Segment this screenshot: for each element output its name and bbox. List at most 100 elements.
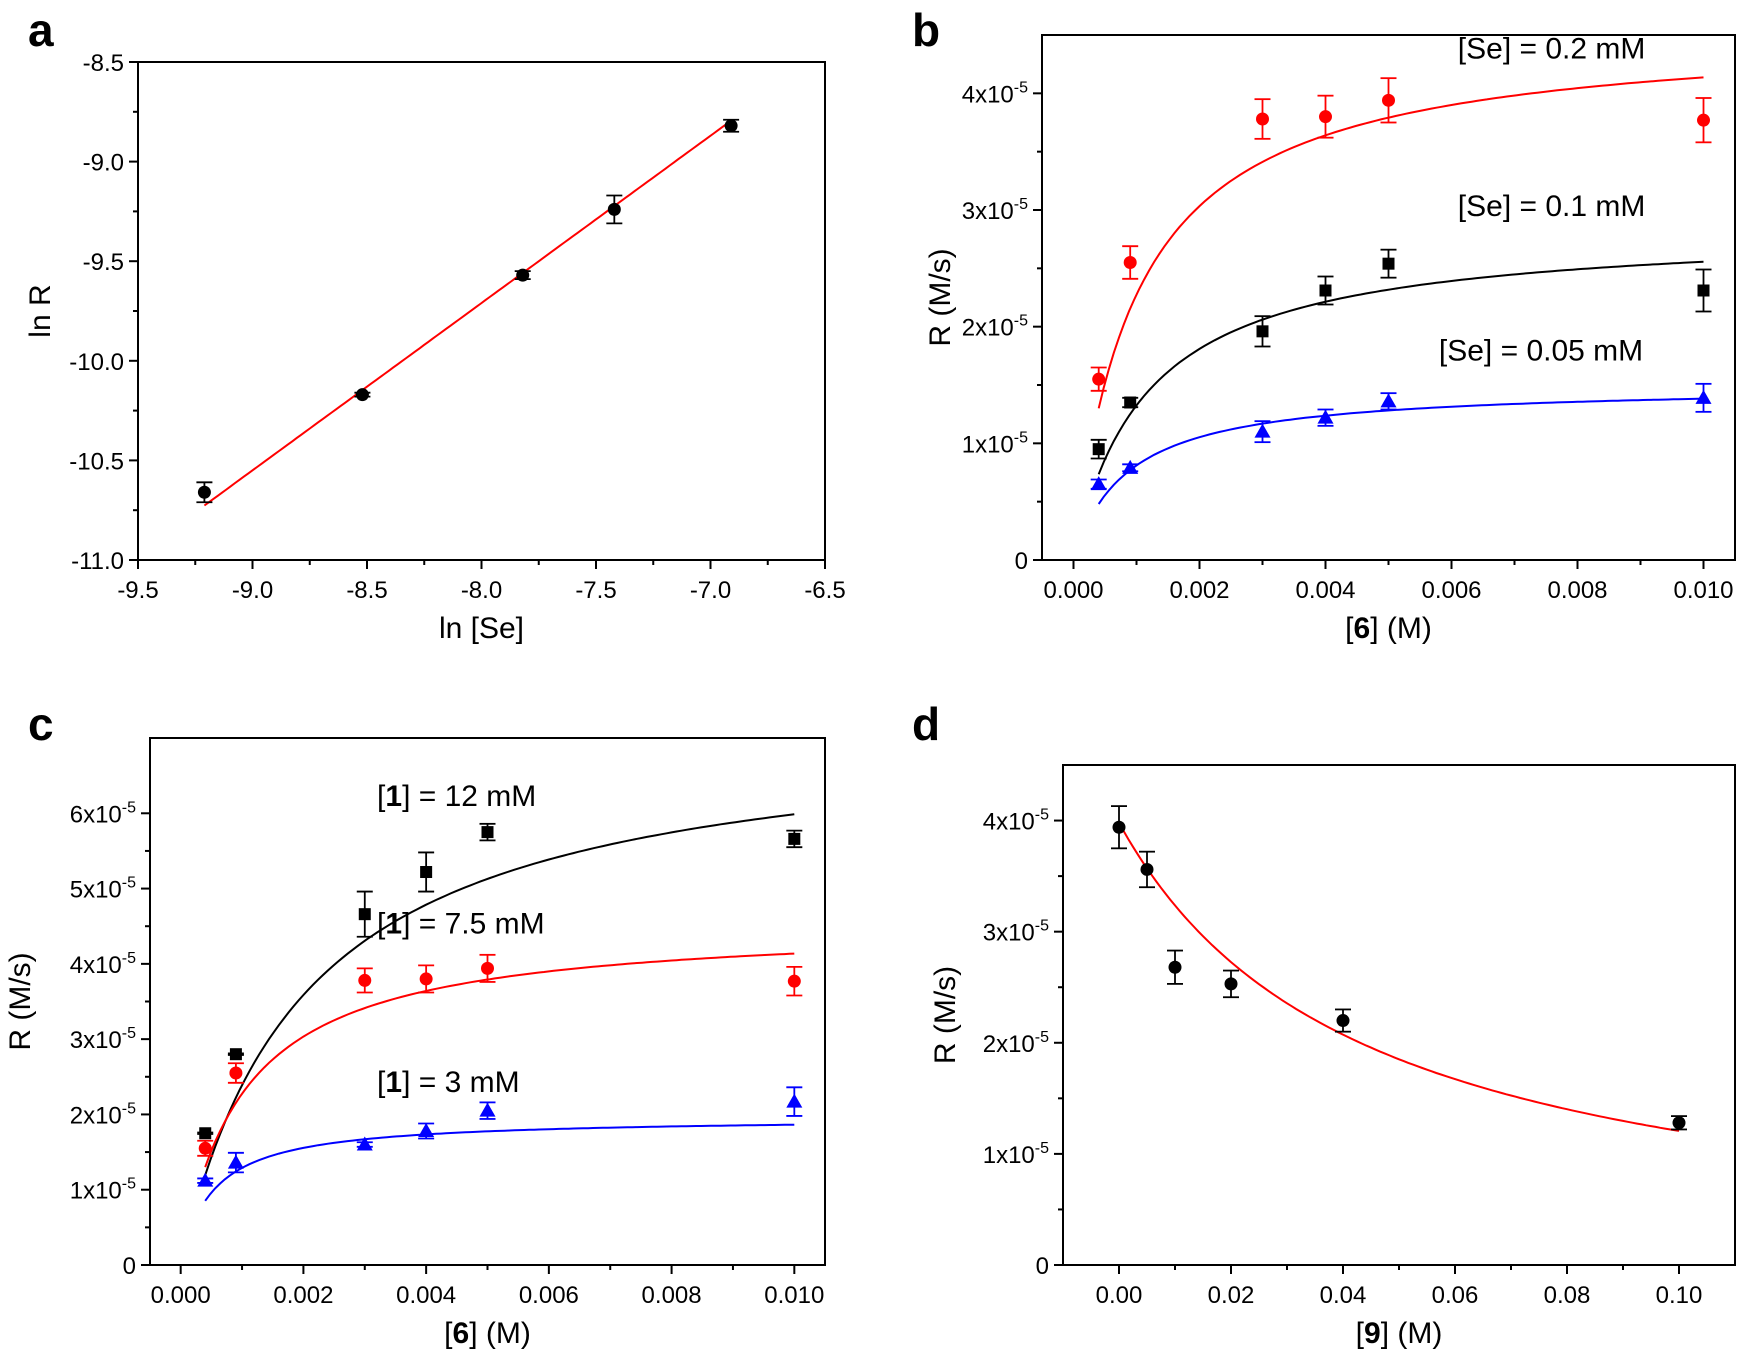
- data-point: [1382, 257, 1395, 270]
- data-point: [1382, 93, 1395, 107]
- data-point: [1336, 1014, 1350, 1028]
- data-point: [199, 1127, 212, 1140]
- x-tick-label: 0.000: [1043, 577, 1103, 604]
- x-tick-label: -9.5: [117, 577, 158, 604]
- x-tick-label: 0.06: [1432, 1282, 1479, 1309]
- series-annotation: [1] = 3 mM: [377, 1066, 520, 1099]
- data-point: [358, 908, 371, 921]
- data-point: [516, 268, 530, 282]
- y-tick-label: -10.5: [69, 448, 124, 475]
- series-annotation: [1] = 7.5 mM: [377, 908, 545, 941]
- data-point: [1380, 393, 1397, 408]
- y-tick-label: 0: [1015, 548, 1028, 575]
- y-tick-label: 3x10-5: [983, 918, 1049, 947]
- data-point: [1256, 325, 1269, 338]
- data-point: [355, 388, 369, 402]
- y-tick-label: 2x10-5: [962, 313, 1028, 342]
- panel-letter: d: [912, 698, 940, 750]
- data-point: [1224, 977, 1238, 991]
- panel-c: c 0.000 0.002 0.004 0.006 0.008 0.010 0 1x10-5 2x…: [4, 698, 826, 1350]
- data-point: [1122, 459, 1139, 474]
- data-point: [788, 832, 801, 845]
- x-tick-label: -6.5: [804, 577, 845, 604]
- y-axis-label: R (M/s): [4, 952, 37, 1050]
- data-point: [1092, 372, 1106, 386]
- y-tick-label: 1x10-5: [70, 1176, 136, 1205]
- data-point: [1319, 110, 1332, 124]
- y-tick-label: 1x10-5: [983, 1140, 1049, 1169]
- data-point: [227, 1154, 244, 1169]
- data-point: [1695, 389, 1712, 404]
- x-tick-label: 0.00: [1096, 1282, 1143, 1309]
- y-tick-label: -9.0: [83, 150, 124, 177]
- x-axis-label: [6] (M): [1345, 612, 1432, 645]
- x-tick-label: -8.0: [461, 577, 502, 604]
- panel-letter: a: [28, 4, 54, 56]
- data-point: [787, 974, 801, 988]
- x-tick-label: 0.006: [1421, 577, 1481, 604]
- fit-curve: [1097, 260, 1704, 475]
- data-point: [229, 1048, 242, 1061]
- y-tick-label: -10.0: [69, 349, 124, 376]
- x-tick-label: 0.006: [519, 1282, 579, 1309]
- y-axis-label: R (M/s): [929, 966, 962, 1064]
- y-tick-label: 0: [123, 1253, 136, 1280]
- plot-frame: [1062, 764, 1736, 1266]
- fit-curve: [1097, 76, 1704, 409]
- data-point: [418, 1122, 435, 1137]
- x-tick-label: 0.000: [151, 1282, 211, 1309]
- data-point: [197, 1172, 214, 1187]
- x-tick-label: -8.5: [346, 577, 387, 604]
- data-point: [479, 1102, 496, 1117]
- y-tick-label: -11.0: [71, 548, 124, 575]
- fit-curve: [204, 952, 795, 1168]
- y-tick-label: 5x10-5: [70, 875, 136, 904]
- x-tick-label: 0.02: [1208, 1282, 1255, 1309]
- data-point: [419, 972, 433, 986]
- x-tick-label: -7.0: [690, 577, 731, 604]
- y-axis-label: ln R: [24, 284, 57, 337]
- x-tick-label: 0.010: [1673, 577, 1733, 604]
- fit-curve: [1097, 397, 1704, 505]
- data-point: [724, 119, 738, 133]
- plot-frame: [149, 737, 826, 1266]
- y-tick-label: 2x10-5: [983, 1029, 1049, 1058]
- y-tick-label: 3x10-5: [962, 196, 1028, 225]
- fit-curve: [204, 813, 795, 1176]
- y-tick-label: 0: [1036, 1253, 1049, 1280]
- y-tick-label: -8.5: [83, 50, 124, 77]
- data-point: [1254, 423, 1271, 438]
- y-tick-label: 1x10-5: [962, 429, 1028, 458]
- y-tick-label: 6x10-5: [70, 799, 136, 828]
- data-point: [229, 1066, 243, 1080]
- series-annotation: [1] = 12 mM: [377, 780, 536, 813]
- fit-curve: [204, 1123, 795, 1202]
- data-point: [1672, 1116, 1686, 1130]
- data-point: [786, 1093, 803, 1108]
- y-tick-label: 3x10-5: [70, 1025, 136, 1054]
- panel-letter: c: [28, 698, 54, 750]
- data-point: [1140, 862, 1154, 876]
- y-tick-label: 4x10-5: [983, 807, 1049, 836]
- data-point: [607, 202, 621, 216]
- plot-frame: [137, 61, 826, 561]
- data-point: [420, 866, 433, 879]
- data-point: [197, 485, 211, 499]
- x-tick-label: 0.002: [1169, 577, 1229, 604]
- x-tick-label: 0.004: [396, 1282, 456, 1309]
- y-tick-label: -9.5: [83, 249, 124, 276]
- y-tick-label: 4x10-5: [962, 79, 1028, 108]
- x-axis-label: ln [Se]: [439, 612, 524, 645]
- x-tick-label: 0.10: [1656, 1282, 1703, 1309]
- data-point: [481, 961, 494, 975]
- data-point: [356, 1136, 373, 1151]
- y-tick-label: 2x10-5: [70, 1100, 136, 1129]
- x-tick-label: -7.5: [575, 577, 616, 604]
- series-annotation: [Se] = 0.1 mM: [1458, 190, 1646, 223]
- fit-curve: [203, 119, 732, 507]
- panel-letter: b: [912, 4, 940, 56]
- data-point: [1317, 409, 1334, 424]
- data-point: [198, 1141, 212, 1155]
- x-tick-label: 0.010: [764, 1282, 824, 1309]
